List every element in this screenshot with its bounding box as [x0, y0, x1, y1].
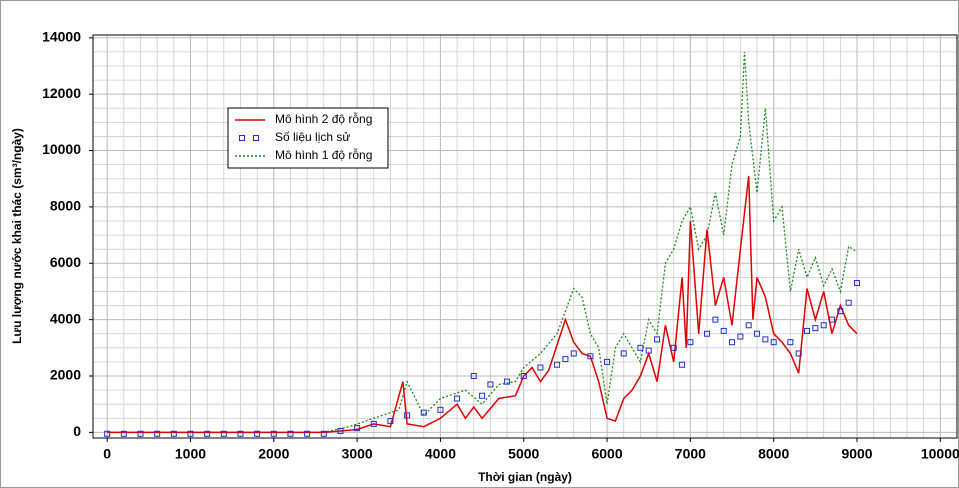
- data-point: [420, 409, 427, 416]
- data-point: [454, 395, 461, 402]
- data-point: [154, 430, 161, 437]
- data-point: [820, 322, 827, 329]
- data-point: [704, 330, 711, 337]
- data-point: [654, 336, 661, 343]
- plot: [104, 51, 861, 437]
- data-point: [670, 344, 677, 351]
- data-point: [220, 430, 227, 437]
- data-point: [720, 327, 727, 334]
- series-line: [107, 51, 858, 434]
- data-point: [562, 356, 569, 363]
- data-point: [520, 373, 527, 379]
- data-point: [287, 430, 294, 437]
- y-tick-label: 0: [73, 423, 81, 439]
- data-point: [137, 430, 144, 437]
- data-point: [679, 361, 686, 368]
- data-point: [770, 339, 777, 346]
- data-point: [437, 406, 444, 413]
- data-point: [337, 427, 344, 434]
- series-line: [107, 175, 858, 434]
- legend-label: Mô hình 2 độ rỗng: [275, 111, 372, 126]
- y-axis-label: Lưu lượng nước khai thác (sm³/ngày): [10, 128, 24, 344]
- x-tick-label: 6000: [591, 446, 622, 462]
- y-tick-label: 12000: [42, 85, 81, 101]
- data-point: [254, 430, 261, 437]
- data-point: [104, 430, 111, 437]
- data-point: [737, 333, 744, 340]
- data-point: [854, 280, 861, 286]
- data-point: [470, 373, 477, 379]
- legend-label: Mô hình 1 độ rỗng: [275, 147, 372, 162]
- data-point: [187, 430, 194, 437]
- data-point: [320, 430, 327, 437]
- data-point: [754, 330, 761, 337]
- data-point: [795, 350, 802, 357]
- data-point: [637, 344, 644, 351]
- data-point: [687, 339, 694, 346]
- data-point: [729, 339, 736, 346]
- x-tick-label: 7000: [675, 446, 706, 462]
- data-point: [645, 347, 652, 354]
- data-point: [387, 418, 394, 425]
- data-point: [487, 381, 494, 388]
- y-tick-label: 6000: [50, 254, 81, 270]
- x-tick-label: 9000: [841, 446, 872, 462]
- x-tick-label: 8000: [758, 446, 789, 462]
- data-point: [712, 316, 719, 323]
- data-point: [762, 336, 769, 343]
- data-point: [829, 316, 836, 323]
- data-point: [745, 322, 752, 329]
- legend-marker: [239, 135, 245, 141]
- legend-box: [227, 107, 389, 169]
- y-tick-label: 8000: [50, 198, 81, 214]
- y-tick-label: 4000: [50, 310, 81, 326]
- x-tick-label: 0: [103, 446, 111, 462]
- data-point: [404, 412, 411, 419]
- x-tick-label: 10000: [921, 446, 959, 462]
- plot-border: [92, 34, 958, 439]
- data-point: [204, 430, 211, 437]
- grid: [89, 35, 957, 442]
- data-point: [237, 430, 244, 437]
- x-tick-label: 1000: [175, 446, 206, 462]
- data-point: [604, 358, 611, 365]
- data-point: [812, 325, 819, 332]
- data-point: [170, 430, 177, 437]
- data-point: [537, 364, 544, 371]
- data-point: [587, 353, 594, 360]
- data-point: [837, 308, 844, 315]
- legend-label: Số liệu lịch sử: [275, 130, 350, 144]
- legend: Mô hình 2 độ rỗng Số liệu lịch sử Mô hình …: [227, 107, 389, 169]
- y-tick-label: 2000: [50, 367, 81, 383]
- data-point: [787, 339, 794, 346]
- data-point: [845, 299, 852, 306]
- data-point: [270, 430, 277, 437]
- data-point: [804, 327, 811, 334]
- y-tick-label: 10000: [42, 141, 81, 157]
- data-point: [354, 425, 361, 432]
- data-point: [120, 430, 127, 437]
- x-tick-label: 2000: [258, 446, 289, 462]
- data-point: [304, 430, 311, 437]
- data-point: [620, 350, 627, 357]
- data-point: [554, 361, 561, 368]
- x-tick-label: 4000: [425, 446, 456, 462]
- data-point: [370, 420, 377, 427]
- data-point: [570, 350, 577, 357]
- y-tick-label: 14000: [42, 29, 81, 45]
- data-point: [479, 392, 486, 399]
- x-axis-label: Thời gian (ngày): [478, 470, 572, 484]
- x-tick-label: 3000: [342, 446, 373, 462]
- legend-marker: [253, 135, 259, 141]
- x-tick-label: 5000: [508, 446, 539, 462]
- data-point: [504, 378, 511, 385]
